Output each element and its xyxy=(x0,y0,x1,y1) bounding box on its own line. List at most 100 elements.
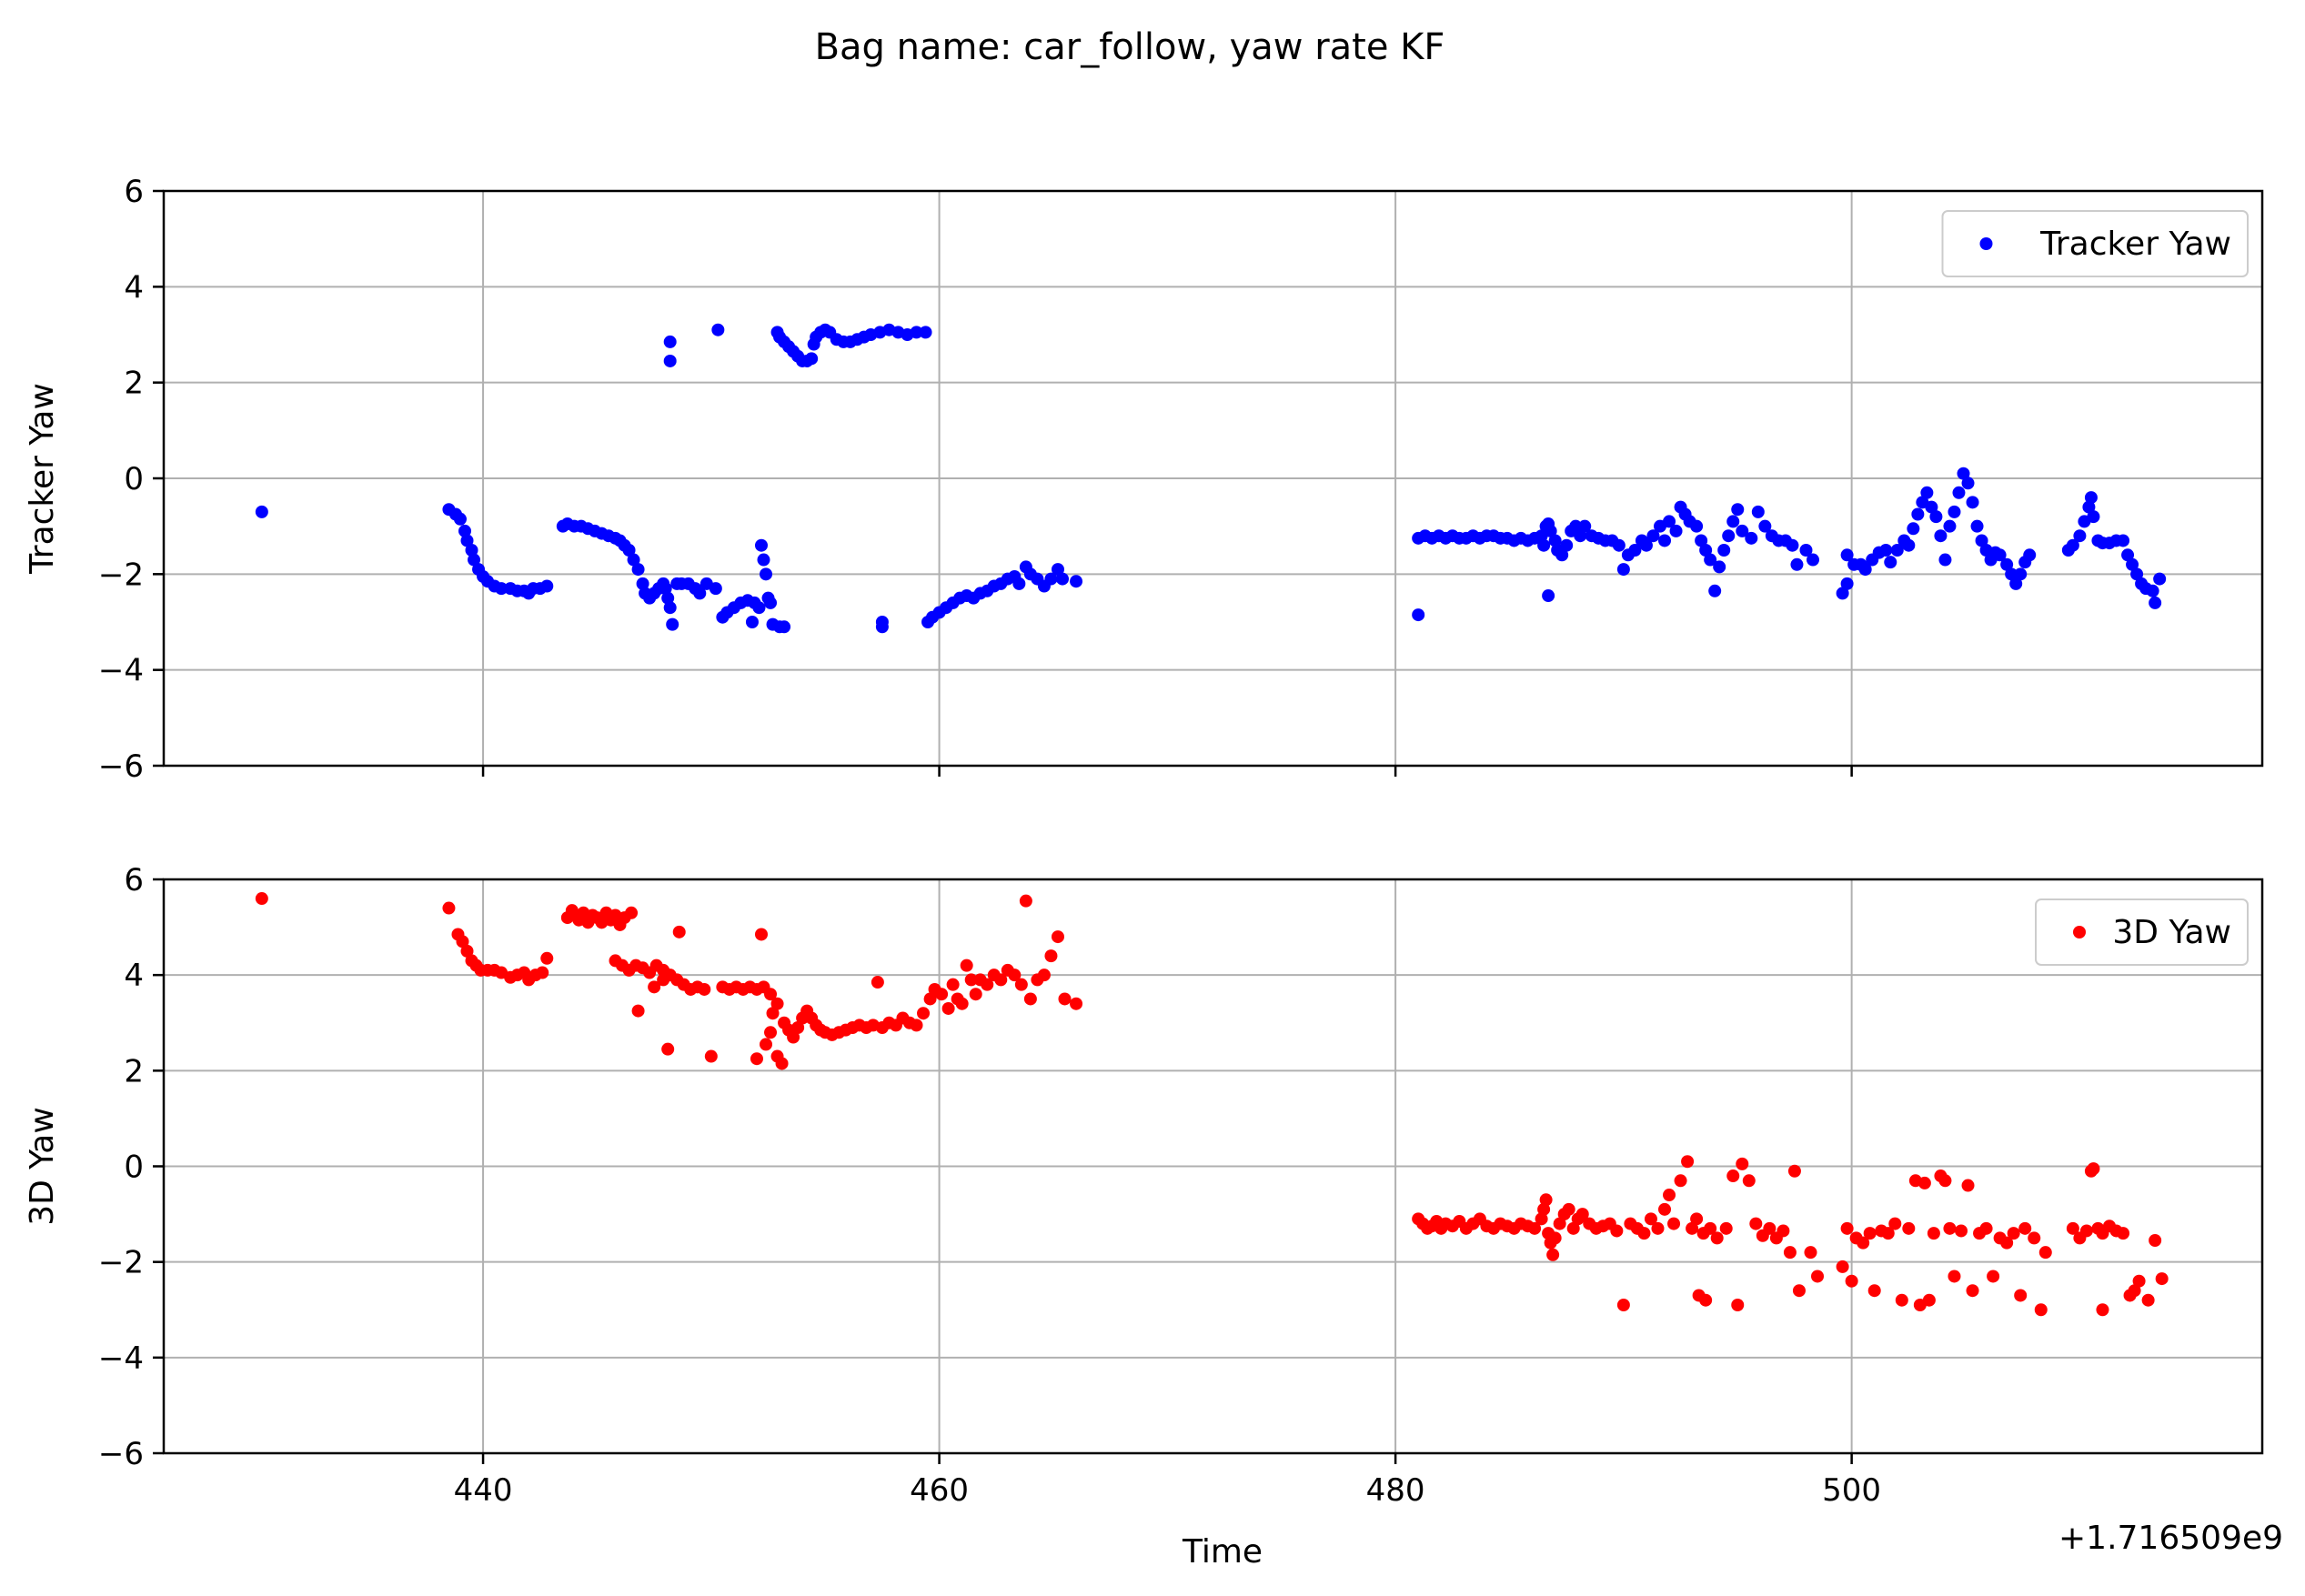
data-point xyxy=(1979,1221,1993,1235)
data-point xyxy=(2005,567,2018,581)
data-point xyxy=(1566,1221,1580,1235)
data-point xyxy=(1546,1248,1560,1261)
data-point xyxy=(1070,575,1083,588)
data-point xyxy=(1616,563,1630,577)
data-point xyxy=(2149,596,2162,609)
data-point xyxy=(766,1007,780,1020)
data-point xyxy=(1920,486,1934,499)
data-point xyxy=(2014,567,2028,581)
data-point xyxy=(745,616,759,628)
data-point xyxy=(1957,467,1970,480)
data-point xyxy=(1699,544,1713,557)
legend-box xyxy=(2035,898,2249,966)
data-point xyxy=(2038,1246,2052,1260)
data-point xyxy=(1961,477,1975,490)
data-point xyxy=(711,323,725,336)
data-point xyxy=(764,1026,778,1039)
data-point xyxy=(1704,553,1717,567)
data-point xyxy=(453,512,467,526)
data-point xyxy=(1751,505,1765,518)
data-point xyxy=(1412,608,1425,622)
data-point xyxy=(1807,553,1820,567)
data-point xyxy=(1902,1221,1916,1235)
data-point xyxy=(2028,1231,2041,1245)
data-point xyxy=(1012,577,1026,590)
data-point xyxy=(1569,519,1583,533)
data-point xyxy=(1686,1221,1699,1235)
data-point xyxy=(255,892,268,906)
data-point xyxy=(1938,1174,1952,1188)
data-point xyxy=(750,1052,763,1066)
data-point xyxy=(622,544,636,557)
data-point xyxy=(1639,538,1653,552)
y-tick-label: 2 xyxy=(124,1053,144,1089)
data-point xyxy=(1966,496,1979,509)
data-point xyxy=(2146,584,2159,597)
data-point xyxy=(1722,529,1736,543)
y-tick-label: 2 xyxy=(124,366,144,402)
data-point xyxy=(709,582,722,596)
data-point xyxy=(1667,1217,1681,1230)
data-point xyxy=(2117,1227,2130,1240)
data-point xyxy=(960,959,973,972)
data-point xyxy=(757,553,770,567)
data-point xyxy=(871,976,884,989)
data-point xyxy=(1044,572,1058,586)
data-point xyxy=(540,951,554,965)
data-point xyxy=(1736,1157,1749,1170)
data-point xyxy=(495,582,508,596)
x-tick-label: 480 xyxy=(1366,1472,1425,1509)
legend-label: Tracker Yaw xyxy=(2039,226,2231,263)
data-point xyxy=(1749,1217,1763,1230)
legend: Tracker Yaw xyxy=(1941,210,2249,277)
y-tick-label: −4 xyxy=(98,1340,144,1377)
data-point xyxy=(1929,510,1943,524)
data-point xyxy=(458,524,472,537)
data-point xyxy=(1690,1212,1704,1226)
x-tick-label: 440 xyxy=(454,1472,513,1509)
data-point xyxy=(1902,538,1916,552)
data-point xyxy=(540,579,554,593)
data-point xyxy=(1927,1227,1940,1240)
data-point xyxy=(657,973,670,987)
legend-marker xyxy=(1979,237,1993,250)
data-point xyxy=(1731,503,1745,517)
x-tick-label: 460 xyxy=(910,1472,969,1509)
data-point xyxy=(666,617,679,631)
data-point xyxy=(625,906,639,919)
data-point xyxy=(1925,500,1938,514)
data-point xyxy=(1008,969,1022,982)
data-point xyxy=(1704,1221,1717,1235)
data-point xyxy=(1544,524,1557,537)
data-point xyxy=(754,538,768,552)
data-point xyxy=(1804,1246,1817,1260)
data-point xyxy=(1726,1169,1740,1183)
data-point xyxy=(1840,548,1854,562)
data-point xyxy=(1663,1189,1676,1202)
data-point xyxy=(1836,1260,1849,1273)
data-point xyxy=(1548,1231,1562,1245)
data-point xyxy=(1658,1202,1672,1216)
data-point xyxy=(1758,519,1772,533)
y-tick-label: 0 xyxy=(124,1149,144,1186)
data-point xyxy=(1845,1274,1858,1288)
data-point xyxy=(2079,1224,2093,1238)
data-point xyxy=(648,980,661,994)
data-point xyxy=(1612,538,1626,552)
data-point xyxy=(1051,930,1064,944)
data-point xyxy=(787,1030,800,1044)
data-point xyxy=(1070,997,1083,1010)
data-point xyxy=(1574,529,1587,543)
data-point xyxy=(1628,544,1642,557)
data-point xyxy=(969,988,982,1001)
data-point xyxy=(760,1038,773,1051)
data-point xyxy=(1934,529,1948,543)
data-point xyxy=(1993,548,2007,562)
data-point xyxy=(1055,572,1069,586)
data-point xyxy=(1745,531,1758,545)
data-point xyxy=(1637,1227,1651,1240)
data-point xyxy=(946,978,960,991)
data-point xyxy=(1948,1270,1961,1283)
data-point xyxy=(1646,529,1660,543)
